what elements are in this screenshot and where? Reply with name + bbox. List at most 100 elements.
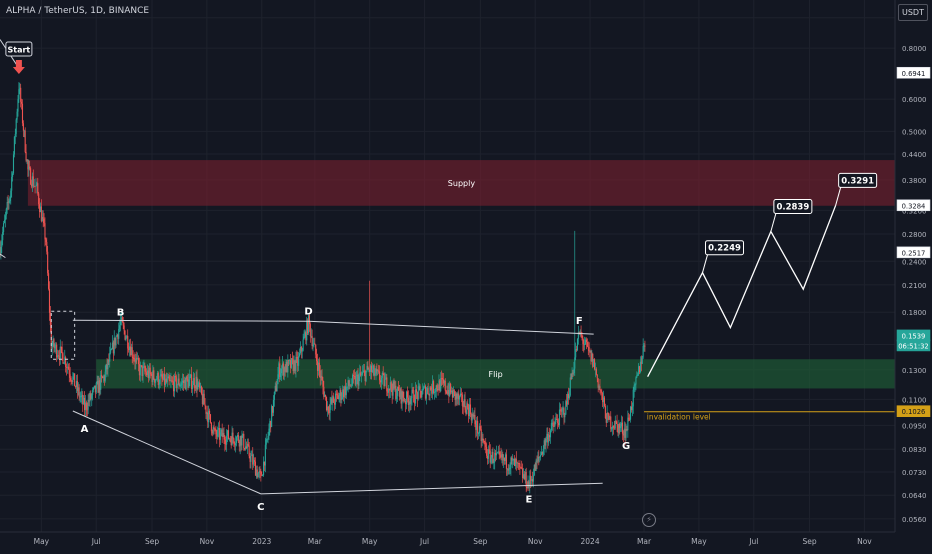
candle-body [547,433,549,443]
candle-body [303,336,305,340]
candle-body [558,423,560,426]
candle-body [228,438,230,440]
candle-body [342,389,344,397]
candle-body [163,373,165,380]
candle-body [223,433,225,440]
candle-body [533,464,535,476]
candle-body [300,346,302,352]
start-label: Start [8,46,31,55]
candle-body [534,464,536,471]
projection-path [647,205,837,378]
candle-body [500,454,502,458]
candle-body [383,373,385,387]
candle-body [75,386,77,388]
candle-body [230,439,232,446]
candle-body [165,378,167,383]
candle-body [572,372,574,374]
candle-body [487,449,489,459]
candle-body [389,382,391,391]
currency-selector[interactable]: USDT [898,4,928,21]
candle-body [91,394,93,399]
price-badge [896,246,931,259]
candle-body [175,376,177,389]
candle-body [308,315,310,325]
candle-body [468,407,470,416]
price-badge-label: 0.3284 [902,202,926,210]
time-tick-label: Jul [419,537,429,546]
candle-body [272,399,274,413]
candle-body [282,363,284,376]
lightning-icon[interactable]: ⚡ [642,513,656,527]
candle-body [93,385,95,388]
candle-body [179,385,181,387]
candle-body [629,419,631,421]
candle-body [542,448,544,455]
candle-body [332,396,334,403]
candle-body [385,377,387,380]
candle-body [432,381,434,394]
candle-body [65,357,67,368]
candle-body [453,389,455,392]
candle-body [493,462,495,464]
time-tick-label: Nov [528,537,543,546]
candle-body [128,348,130,351]
candle-body [411,389,413,399]
candle-body [337,395,339,400]
candle-body [328,411,330,413]
candle-body [507,468,509,471]
candle-body [59,346,61,360]
candle-body [456,393,458,399]
candle-body [60,346,62,348]
candle-body [441,378,443,379]
candle-body [285,361,287,372]
candle-body [155,379,158,381]
candle-body [424,386,426,388]
candle-body [442,379,445,384]
candle-body [382,372,384,374]
candle-body [309,324,311,336]
candle-body [320,375,322,378]
candle-body [235,443,237,446]
candle-body [75,381,78,387]
candle-body [557,419,559,424]
candle-body [74,373,76,387]
candle-body [488,449,490,451]
candle-body [241,435,243,446]
candle-body [407,397,409,406]
candle-body [549,430,552,438]
candle-body [170,380,172,382]
candle-body [172,380,174,382]
candle-body [107,359,109,370]
candle-body [209,410,211,415]
candle-body [640,361,642,364]
candle-body [563,408,565,418]
candle-body [524,471,526,480]
candle-body [609,416,611,420]
down-arrow-icon [12,60,25,74]
candle-body [7,202,9,203]
candle-body [465,409,467,415]
candle-body [278,363,280,375]
candle-body [4,215,6,220]
candle-body [189,376,191,380]
candle-body [238,441,240,447]
candle-body [288,360,290,362]
candle-body [260,471,262,475]
candle-body [450,390,453,393]
candle-body [96,380,98,384]
candle-body [251,454,253,456]
candle-body [532,475,534,482]
candle-body [406,391,408,405]
candle-body [293,360,295,371]
candle-body [603,397,605,403]
candle-body [347,380,349,387]
candle-body [624,428,626,438]
candle-body [466,403,468,415]
pivot-label-f: F [576,316,583,327]
candle-body [123,325,125,331]
candle-body [126,335,128,339]
candle-body [239,436,241,447]
price-badge [896,199,931,212]
